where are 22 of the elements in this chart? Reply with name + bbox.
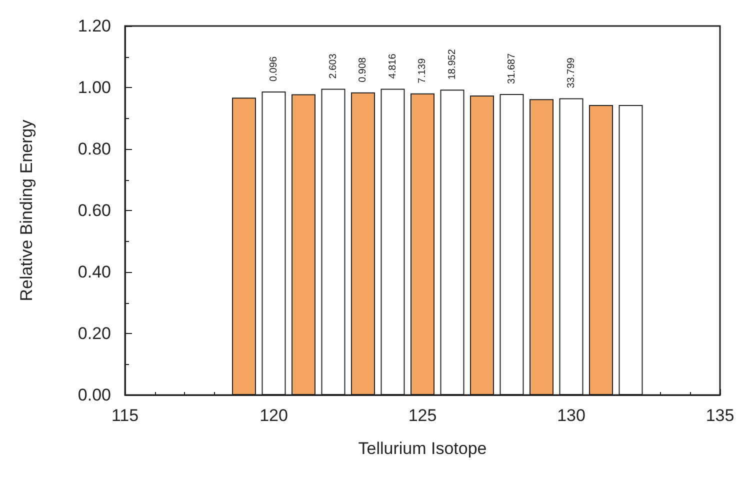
y-tick-label: 1.00 bbox=[78, 78, 111, 97]
annotation: 7.139 bbox=[417, 58, 428, 84]
x-axis-title: Tellurium Isotope bbox=[358, 439, 487, 458]
y-axis-title: Relative Binding Energy bbox=[17, 119, 36, 302]
annotation: 18.952 bbox=[446, 48, 458, 80]
x-tick-label: 125 bbox=[408, 406, 437, 425]
x-tick-label: 130 bbox=[557, 406, 586, 425]
y-tick-label: 1.20 bbox=[78, 16, 111, 36]
y-tick-label: 0.60 bbox=[78, 201, 111, 220]
annotation: 4.816 bbox=[387, 53, 398, 79]
annotation: 31.687 bbox=[506, 52, 518, 84]
annotation: 33.799 bbox=[566, 57, 577, 88]
annotation: 0.096 bbox=[268, 56, 280, 82]
annotation: 2.603 bbox=[328, 53, 339, 79]
y-tick-label: 0.40 bbox=[78, 262, 111, 282]
y-tick-label: 0.00 bbox=[78, 386, 111, 404]
y-tick-label: 0.20 bbox=[78, 324, 111, 343]
annotation: 0.908 bbox=[358, 56, 368, 82]
x-tick-label: 120 bbox=[260, 406, 288, 425]
x-tick-label: 135 bbox=[706, 406, 734, 425]
y-tick-label: 0.80 bbox=[78, 140, 111, 158]
x-tick-label: 115 bbox=[111, 406, 139, 425]
